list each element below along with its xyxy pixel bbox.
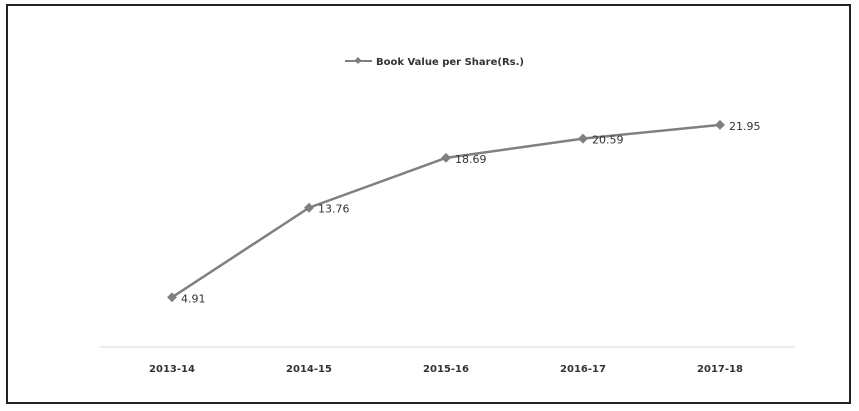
data-label-2016-17: 20.59 bbox=[592, 134, 624, 147]
data-point-2016-17 bbox=[578, 133, 588, 144]
data-point-2015-16 bbox=[441, 152, 451, 163]
data-point-2017-18 bbox=[715, 119, 725, 130]
chart-frame bbox=[6, 4, 851, 404]
data-label-2015-16: 18.69 bbox=[455, 153, 487, 166]
data-point-2014-15 bbox=[304, 202, 314, 213]
legend-marker bbox=[354, 56, 362, 65]
x-tick-label-2013-14: 2013-14 bbox=[149, 364, 195, 375]
data-point-2013-14 bbox=[167, 292, 177, 303]
x-tick-label-2015-16: 2015-16 bbox=[423, 364, 469, 375]
x-tick-label-2016-17: 2016-17 bbox=[560, 364, 606, 375]
series-line bbox=[171, 123, 721, 299]
data-label-2014-15: 13.76 bbox=[318, 203, 350, 216]
data-label-2013-14: 4.91 bbox=[181, 292, 206, 305]
legend: Book Value per Share(Rs.) bbox=[345, 56, 524, 68]
legend-label: Book Value per Share(Rs.) bbox=[376, 57, 524, 68]
series-marks bbox=[167, 119, 725, 303]
data-labels: 4.91 13.76 18.69 20.59 21.95 bbox=[181, 120, 761, 305]
x-tick-label-2017-18: 2017-18 bbox=[697, 364, 743, 375]
x-tick-label-2014-15: 2014-15 bbox=[286, 364, 332, 375]
data-label-2017-18: 21.95 bbox=[729, 120, 761, 133]
x-tick-labels: 2013-14 2014-15 2015-16 2016-17 2017-18 bbox=[149, 364, 743, 375]
